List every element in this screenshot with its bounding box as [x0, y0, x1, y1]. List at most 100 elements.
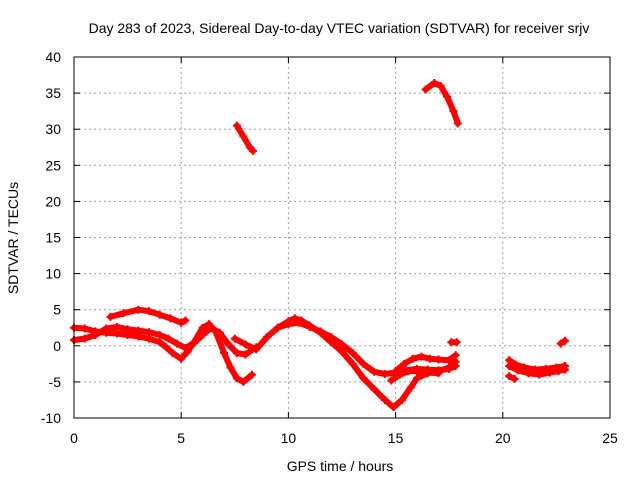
- data-point: [413, 374, 422, 383]
- data-point: [406, 383, 415, 392]
- data-point: [445, 356, 454, 365]
- y-tick-label: 30: [45, 121, 61, 137]
- data-point: [453, 119, 462, 128]
- y-tick-label: 25: [45, 157, 61, 173]
- data-point: [404, 367, 413, 376]
- data-point: [297, 316, 306, 325]
- data-point: [164, 334, 173, 343]
- series-arc-9: [421, 78, 462, 128]
- data-point: [106, 312, 115, 321]
- data-point: [262, 333, 271, 342]
- data-point: [239, 377, 248, 386]
- data-point: [224, 340, 233, 349]
- data-point: [80, 334, 89, 343]
- data-point: [284, 317, 293, 326]
- data-point: [247, 370, 256, 379]
- data-point: [134, 305, 143, 314]
- series-track: [233, 122, 256, 154]
- data-point: [400, 359, 409, 368]
- x-axis-title: GPS time / hours: [287, 458, 394, 474]
- series-track: [422, 80, 461, 127]
- series-arc-4: [230, 318, 460, 378]
- data-point: [423, 368, 432, 377]
- data-point: [434, 355, 443, 364]
- data-point: [232, 121, 241, 130]
- y-tick-label: 20: [45, 193, 61, 209]
- data-point: [524, 369, 533, 378]
- series-arc-13: [505, 372, 519, 384]
- data-point: [380, 395, 389, 404]
- data-point: [408, 354, 417, 363]
- x-tick-label: 20: [495, 430, 511, 446]
- y-axis-title: SDTVAR / TECUs: [5, 182, 21, 294]
- data-point: [177, 318, 186, 327]
- y-tick-label: -10: [41, 410, 61, 426]
- data-point: [207, 323, 216, 332]
- data-point: [505, 362, 514, 371]
- data-point: [434, 369, 443, 378]
- data-point: [172, 339, 181, 348]
- chart-title: Day 283 of 2023, Sidereal Day-to-day VTE…: [89, 20, 590, 36]
- data-point: [327, 338, 336, 347]
- data-point: [421, 85, 430, 94]
- data-point: [239, 132, 248, 141]
- data-point: [215, 328, 224, 337]
- data-point: [232, 374, 241, 383]
- x-tick-label: 25: [602, 430, 618, 446]
- data-point: [91, 330, 100, 339]
- data-point: [181, 343, 190, 352]
- data-point: [166, 314, 175, 323]
- data-point: [505, 372, 514, 381]
- data-point: [252, 345, 261, 354]
- data-point: [134, 326, 143, 335]
- data-point: [220, 349, 229, 358]
- data-point: [452, 338, 461, 347]
- data-point: [370, 385, 379, 394]
- y-tick-label: -5: [49, 374, 62, 390]
- series-arc-10: [447, 338, 461, 347]
- data-point: [445, 363, 454, 372]
- y-tick-label: 10: [45, 266, 61, 282]
- data-point: [398, 395, 407, 404]
- data-point: [436, 81, 445, 90]
- data-point: [162, 343, 171, 352]
- data-point: [198, 330, 207, 339]
- data-point: [535, 370, 544, 379]
- series-arc-2: [70, 323, 261, 359]
- data-point: [554, 367, 563, 376]
- grid-lines: [74, 57, 610, 418]
- data-point: [560, 336, 569, 345]
- data-point: [430, 78, 439, 87]
- series-track: [71, 321, 255, 385]
- data-point: [380, 369, 389, 378]
- data-point: [198, 323, 207, 332]
- data-point: [451, 351, 460, 360]
- data-point: [338, 347, 346, 356]
- data-point: [305, 321, 314, 330]
- data-point: [80, 324, 89, 333]
- data-point: [545, 368, 554, 377]
- data-point: [190, 338, 199, 347]
- series-arc-8: [232, 121, 258, 155]
- series-arc-14: [556, 336, 569, 348]
- data-point: [370, 367, 379, 376]
- data-point: [181, 316, 190, 325]
- x-tick-label: 15: [388, 430, 404, 446]
- data-point: [155, 330, 164, 339]
- data-point: [273, 323, 282, 332]
- data-point: [168, 349, 177, 358]
- data-point: [560, 365, 569, 374]
- series-arc-3: [106, 305, 190, 327]
- y-tick-label: 0: [53, 338, 61, 354]
- data-point: [348, 359, 357, 368]
- x-tick-label: 0: [70, 430, 78, 446]
- data-point: [123, 325, 132, 334]
- data-point: [102, 324, 111, 333]
- data-point: [387, 376, 396, 385]
- data-point: [177, 354, 186, 363]
- data-point: [395, 370, 404, 379]
- series-arc-7: [387, 367, 443, 385]
- series-arc-6: [391, 351, 460, 376]
- data-point: [249, 146, 258, 155]
